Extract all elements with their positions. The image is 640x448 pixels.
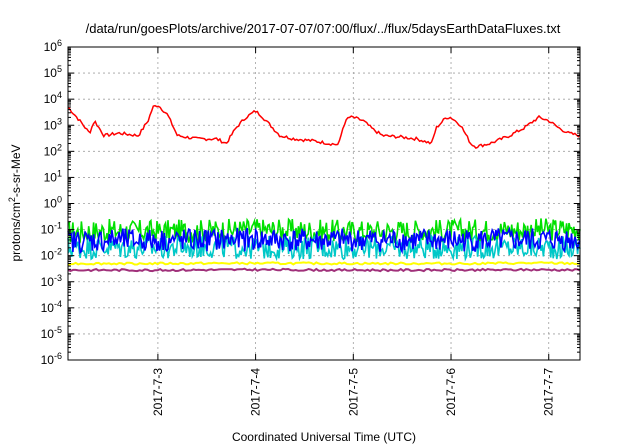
y-tick-label: 106 — [44, 38, 62, 54]
y-tick-label: 102 — [44, 142, 62, 158]
y-tick-label: 10-3 — [41, 273, 62, 289]
series-line-5 — [67, 104, 581, 149]
y-tick-label: 10-1 — [41, 221, 62, 237]
y-tick-label: 101 — [44, 168, 62, 184]
x-axis-ticks: 2017-7-3 2017-7-4 2017-7-5 2017-7-6 2017-7-7 — [151, 47, 556, 416]
y-axis-label: protons/cm2-s-sr-MeV — [7, 144, 23, 261]
y-tick-label: 103 — [44, 116, 62, 132]
series-line-2 — [67, 226, 581, 255]
y-tick-label: 10-6 — [41, 351, 62, 367]
y-axis-ticks: 10-6 10-5 10-4 10-3 10-2 10-1 100 101 102 103 104 1… — [41, 38, 580, 367]
grid — [68, 47, 580, 360]
y-axis-label-base: protons/cm — [9, 202, 23, 261]
chart-title: /data/run/goesPlots/archive/2017-07-07/0… — [86, 21, 561, 36]
x-axis-label: Coordinated Universal Time (UTC) — [232, 430, 416, 444]
y-tick-label: 100 — [44, 195, 62, 211]
series-line-4 — [67, 267, 581, 273]
x-tick-label: 2017-7-4 — [249, 368, 263, 416]
x-tick-label: 2017-7-5 — [346, 368, 360, 416]
x-tick-label: 2017-7-7 — [542, 368, 556, 416]
x-tick-label: 2017-7-3 — [151, 368, 165, 416]
series-layer — [67, 104, 581, 273]
y-tick-label: 104 — [44, 90, 62, 106]
series-line-0 — [67, 216, 581, 246]
y-tick-label: 10-2 — [41, 247, 62, 263]
series-line-3 — [67, 261, 581, 266]
y-axis-label-unit: -s-sr-MeV — [9, 144, 23, 197]
y-tick-label: 10-5 — [41, 325, 62, 341]
y-tick-label: 105 — [44, 64, 62, 80]
x-tick-label: 2017-7-6 — [444, 368, 458, 416]
y-axis-label-superscript: 2 — [7, 197, 17, 202]
y-tick-label: 10-4 — [41, 299, 62, 315]
